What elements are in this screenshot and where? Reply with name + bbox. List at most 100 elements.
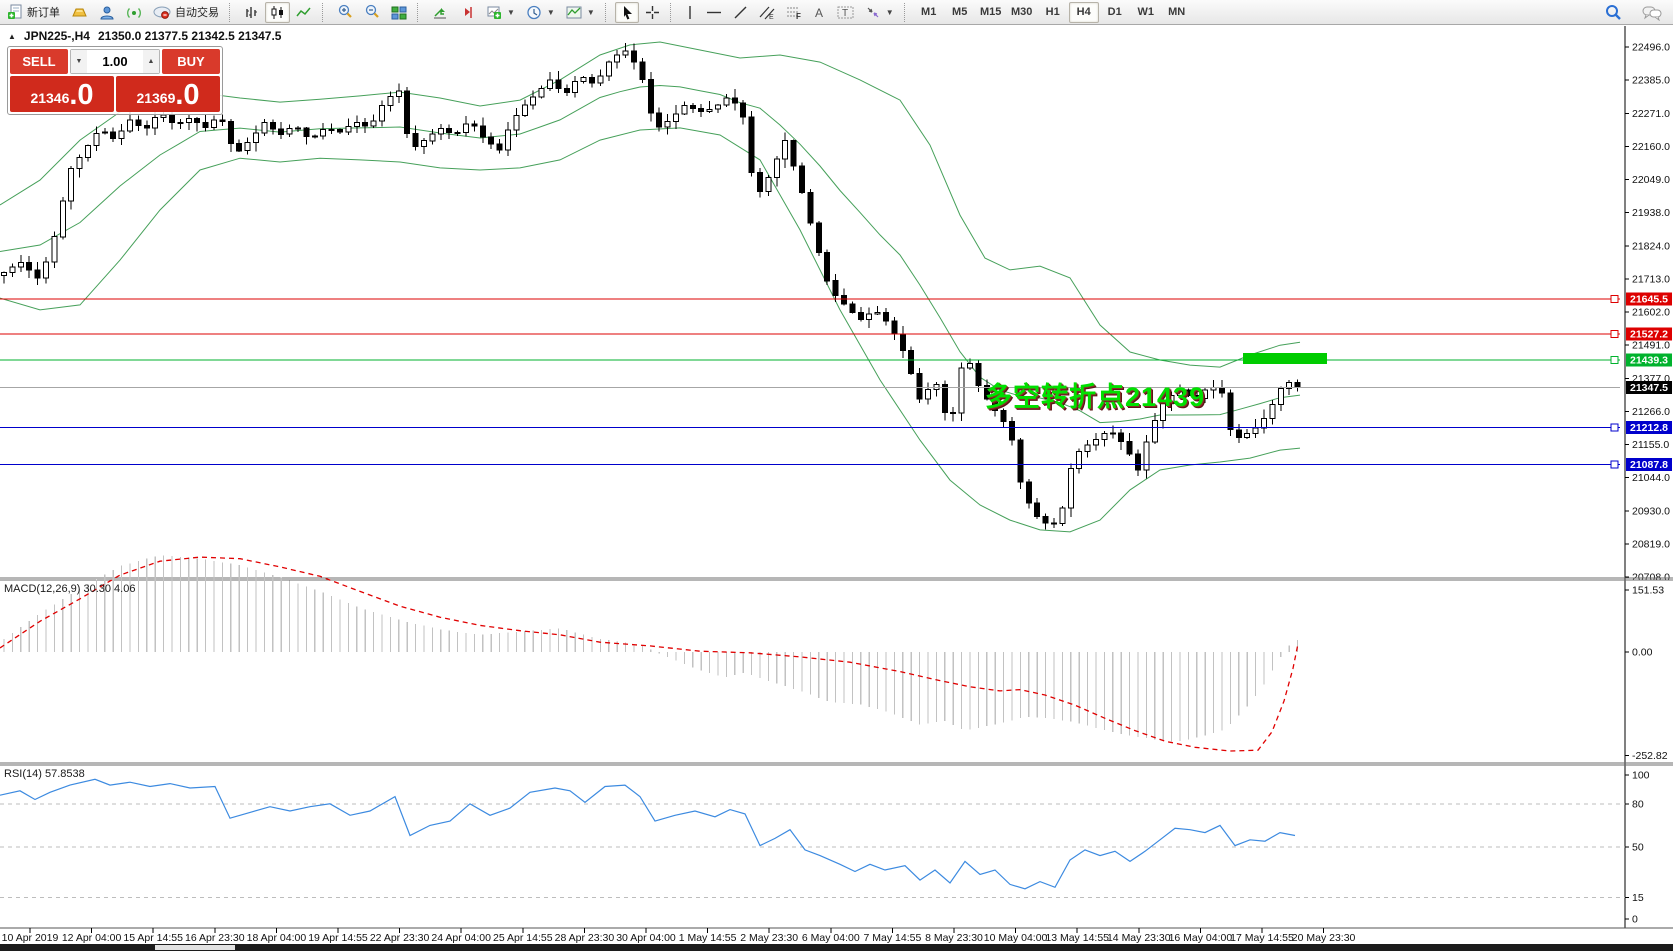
horizontal-line-button[interactable]: [701, 2, 727, 23]
cursor-button[interactable]: [614, 1, 639, 23]
horizontal-scrollbar[interactable]: [0, 944, 1673, 951]
svg-text:50: 50: [1632, 842, 1644, 854]
auto-scroll-button[interactable]: [427, 2, 453, 23]
timeframe-m1-button[interactable]: M1: [914, 2, 944, 23]
one-click-trading-panel: SELL ▼ ▲ BUY 21346 .0 21369 .0: [7, 46, 223, 115]
arrows-button[interactable]: ▼: [860, 2, 899, 23]
volume-decrease-button[interactable]: ▼: [71, 50, 87, 73]
price-badge: 21645.5: [1626, 292, 1672, 306]
svg-text:6 May 04:00: 6 May 04:00: [802, 932, 860, 944]
channel-icon: E: [759, 5, 775, 20]
tile-windows-button[interactable]: [386, 2, 412, 23]
timeframe-m30-button[interactable]: M30: [1007, 2, 1037, 23]
collapse-panel-icon[interactable]: ▲: [8, 31, 16, 41]
svg-text:21212.8: 21212.8: [1630, 422, 1668, 434]
sell-button[interactable]: SELL: [10, 49, 68, 74]
chat-button[interactable]: [1637, 2, 1667, 23]
timeframe-m15-button[interactable]: M15: [976, 2, 1006, 23]
crosshair-button[interactable]: [640, 2, 665, 23]
svg-text:19 Apr 14:55: 19 Apr 14:55: [308, 932, 368, 944]
search-button[interactable]: [1599, 2, 1627, 23]
templates-button[interactable]: ▼: [561, 2, 600, 23]
buy-price-pips: .0: [175, 79, 200, 111]
timeframe-group: M1 M5 M15 M30 H1 H4 D1 W1 MN: [914, 1, 1192, 24]
svg-text:22160.0: 22160.0: [1632, 141, 1670, 153]
horizontal-lines[interactable]: [0, 295, 1620, 469]
svg-text:28 Apr 23:30: 28 Apr 23:30: [555, 932, 615, 944]
autotrade-button[interactable]: 自动交易: [148, 2, 224, 23]
svg-text:20 May 23:30: 20 May 23:30: [1292, 932, 1356, 944]
line-chart-button[interactable]: [291, 2, 317, 23]
chart-shift-icon: [459, 5, 475, 20]
timeframe-d1-button[interactable]: D1: [1100, 2, 1130, 23]
signals-button[interactable]: [121, 2, 147, 23]
text-label-button[interactable]: T: [832, 2, 859, 23]
macd-label: MACD(12,26,9) 30.30 4.06: [4, 583, 136, 595]
chart-shift-button[interactable]: [454, 2, 480, 23]
time-axis[interactable]: 10 Apr 2019 12 Apr 04:00 15 Apr 14:55 16 Ap…: [2, 928, 1356, 944]
svg-text:21266.0: 21266.0: [1632, 406, 1670, 418]
clock-icon: [526, 5, 542, 20]
svg-text:22049.0: 22049.0: [1632, 174, 1670, 186]
arrows-icon: [865, 5, 881, 20]
volume-input[interactable]: [87, 50, 143, 73]
dropdown-caret-icon: ▼: [546, 7, 555, 17]
svg-text:24 Apr 04:00: 24 Apr 04:00: [431, 932, 491, 944]
svg-text:100: 100: [1632, 770, 1650, 782]
buy-price[interactable]: 21369 .0: [116, 76, 220, 112]
svg-text:15 Apr 14:55: 15 Apr 14:55: [123, 932, 183, 944]
price-axis[interactable]: 22496.0 22385.0 22271.0 22160.0 22049.0 21938…: [1624, 26, 1672, 928]
scrollbar-thumb[interactable]: [155, 945, 235, 950]
chart-shift-group: ▼ ▼ ▼: [427, 1, 600, 24]
toolbar-separator: [322, 2, 328, 22]
timeframe-m5-button[interactable]: M5: [945, 2, 975, 23]
timeframe-h4-button[interactable]: H4: [1068, 1, 1099, 23]
new-order-button[interactable]: 新订单: [2, 2, 65, 23]
bollinger-bands: [0, 41, 1301, 533]
rsi-panel: 100 80 50 15 0: [0, 770, 1650, 926]
candlestick-chart-button[interactable]: [265, 1, 290, 23]
timeframe-h1-button[interactable]: H1: [1038, 2, 1068, 23]
svg-text:13 May 14:55: 13 May 14:55: [1045, 932, 1109, 944]
price-badge: 21212.8: [1626, 420, 1672, 434]
zoom-in-button[interactable]: [332, 2, 358, 23]
auto-scroll-icon: [432, 5, 448, 20]
gold-button[interactable]: [66, 2, 93, 23]
timeframe-mn-button[interactable]: MN: [1162, 2, 1192, 23]
dropdown-caret-icon: ▼: [586, 7, 595, 17]
text-button[interactable]: A: [808, 2, 831, 23]
bar-chart-button[interactable]: [239, 2, 264, 23]
new-chart-button[interactable]: ▼: [481, 2, 520, 23]
svg-text:0: 0: [1632, 914, 1638, 926]
volume-increase-button[interactable]: ▲: [143, 50, 159, 73]
svg-text:30 Apr 04:00: 30 Apr 04:00: [616, 932, 676, 944]
chart-area: 22496.0 22385.0 22271.0 22160.0 22049.0 21938…: [0, 26, 1673, 951]
svg-text:12 Apr 04:00: 12 Apr 04:00: [62, 932, 122, 944]
highlight-bar[interactable]: [1243, 353, 1327, 364]
chart-canvas[interactable]: 22496.0 22385.0 22271.0 22160.0 22049.0 21938…: [0, 26, 1673, 951]
fibonacci-button[interactable]: F: [781, 2, 807, 23]
periods-button[interactable]: ▼: [521, 2, 560, 23]
candlestick-chart-icon: [270, 5, 285, 20]
text-icon: A: [813, 5, 826, 20]
macd-panel: 151.53 0.00 -252.82: [0, 555, 1668, 762]
zoom-group: [332, 1, 412, 24]
trendline-button[interactable]: [728, 2, 753, 23]
buy-price-main: 21369: [136, 90, 176, 106]
timeframe-w1-button[interactable]: W1: [1131, 2, 1161, 23]
chart-ohlc: 21350.0 21377.5 21342.5 21347.5: [97, 29, 282, 43]
svg-text:18 Apr 04:00: 18 Apr 04:00: [247, 932, 307, 944]
zoom-out-button[interactable]: [359, 2, 385, 23]
accounts-button[interactable]: [94, 2, 120, 23]
sell-price[interactable]: 21346 .0: [10, 76, 114, 112]
vertical-line-button[interactable]: [680, 2, 700, 23]
new-chart-icon: [486, 5, 502, 20]
dropdown-caret-icon: ▼: [885, 7, 894, 17]
buy-button[interactable]: BUY: [162, 49, 220, 74]
volume-stepper: ▼ ▲: [70, 49, 160, 74]
svg-text:2 May 23:30: 2 May 23:30: [740, 932, 798, 944]
equidistant-channel-button[interactable]: E: [754, 2, 780, 23]
svg-text:22385.0: 22385.0: [1632, 74, 1670, 86]
price-badge: 21439.3: [1626, 353, 1672, 367]
